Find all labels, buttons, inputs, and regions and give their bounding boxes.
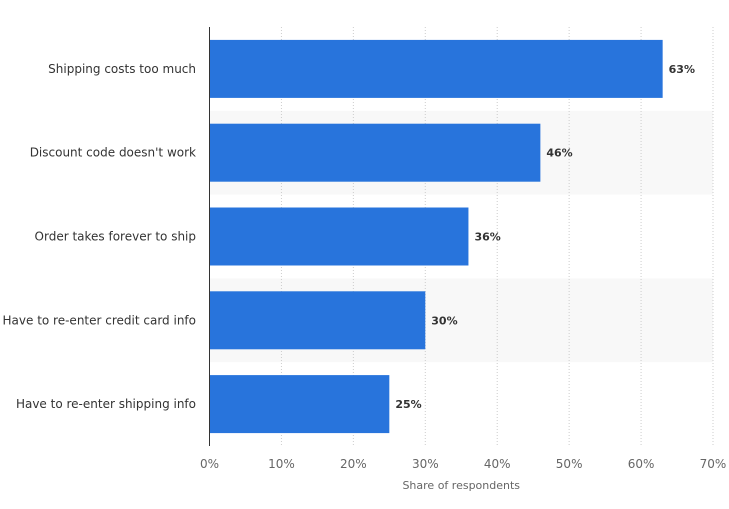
x-axis-title: Share of respondents (402, 479, 520, 492)
x-tick-labels: 0% 10% 20% 30% 40% 50% 60% 70% (200, 457, 726, 471)
bar (209, 39, 663, 98)
x-tick-label: 20% (340, 457, 367, 471)
bar (209, 291, 426, 350)
x-tick-label: 70% (700, 457, 727, 471)
bar-value-label: 25% (395, 398, 421, 411)
bar (209, 123, 541, 182)
category-label: Order takes forever to ship (35, 230, 196, 244)
category-label: Discount code doesn't work (30, 146, 196, 160)
category-labels: Shipping costs too much Discount code doe… (3, 62, 197, 411)
x-tick-label: 60% (628, 457, 655, 471)
x-tick-label: 10% (268, 457, 295, 471)
bar-value-label: 63% (669, 63, 695, 76)
category-label: Have to re-enter credit card info (3, 313, 196, 327)
x-tick-label: 50% (556, 457, 583, 471)
value-labels: 63% 46% 36% 30% 25% (395, 63, 695, 411)
bar-value-label: 36% (474, 231, 500, 244)
bar (209, 375, 390, 434)
bars (209, 39, 663, 434)
bar (209, 207, 469, 266)
bar-value-label: 46% (546, 147, 572, 160)
bar-value-label: 30% (431, 314, 457, 327)
x-tick-label: 40% (484, 457, 511, 471)
x-tick-label: 0% (200, 457, 219, 471)
category-label: Shipping costs too much (48, 62, 196, 76)
x-tick-label: 30% (412, 457, 439, 471)
category-label: Have to re-enter shipping info (16, 397, 196, 411)
